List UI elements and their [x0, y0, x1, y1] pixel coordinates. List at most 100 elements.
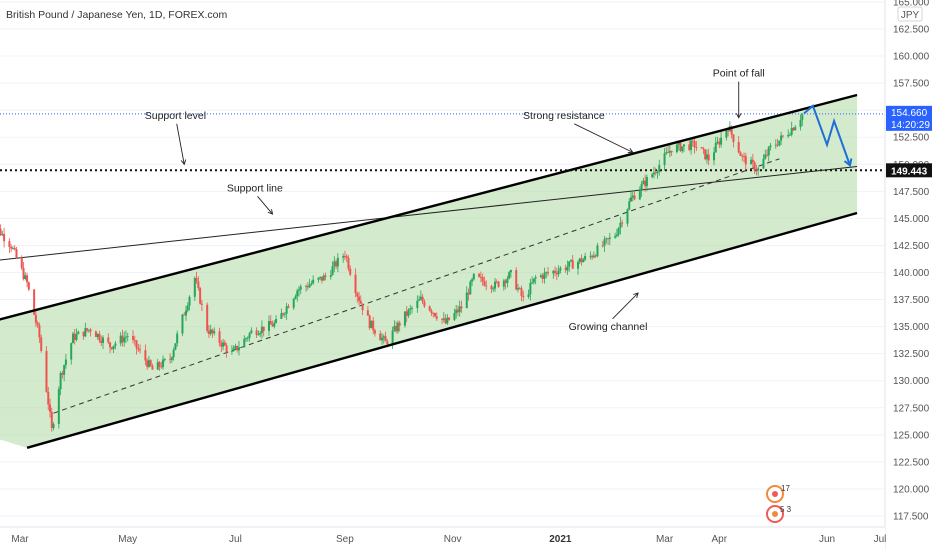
candle-body — [702, 148, 705, 150]
candle-body — [638, 190, 641, 200]
candle — [411, 306, 414, 314]
candle — [621, 219, 624, 228]
candle — [458, 300, 461, 317]
candle — [183, 312, 186, 316]
candle — [308, 278, 311, 289]
candle — [259, 330, 262, 338]
event-badges[interactable]: 17 5 3 — [766, 484, 792, 523]
candle — [531, 276, 534, 285]
countdown-text: 14:20:29 — [891, 120, 930, 131]
candle — [8, 238, 11, 254]
candle — [396, 320, 399, 334]
candle — [633, 191, 636, 201]
candle-body — [559, 267, 562, 271]
candle-body — [163, 359, 166, 360]
candle — [713, 147, 716, 166]
candle — [628, 197, 631, 211]
x-tick-label: Apr — [712, 534, 728, 545]
y-tick-label: 142.500 — [893, 241, 930, 252]
candle — [197, 276, 200, 291]
candle-body — [628, 201, 631, 210]
candle — [403, 311, 406, 328]
candle — [515, 267, 518, 291]
candle — [0, 224, 2, 237]
candle — [416, 295, 419, 313]
candle — [271, 320, 274, 327]
candle — [280, 308, 283, 320]
candle — [89, 327, 92, 337]
candle-body — [186, 305, 189, 311]
candle-body — [527, 294, 530, 297]
candle — [465, 286, 468, 309]
candle — [298, 286, 301, 297]
candle-body — [741, 155, 744, 157]
candle — [358, 291, 361, 305]
candle — [485, 280, 488, 291]
candle-body — [695, 147, 698, 149]
candle — [644, 174, 647, 192]
candle — [38, 322, 41, 343]
candle-body — [750, 159, 753, 165]
candle — [690, 138, 693, 155]
y-tick-label: 160.000 — [893, 52, 930, 63]
candle-body — [248, 333, 251, 338]
x-tick-label: Jun — [819, 534, 835, 545]
candle — [608, 232, 611, 246]
candle-body — [515, 270, 518, 290]
candle-body — [589, 255, 592, 257]
candle — [75, 328, 78, 342]
candle-body — [398, 322, 401, 326]
candle — [250, 327, 253, 334]
candle-body — [11, 247, 14, 249]
candle-body — [13, 247, 16, 250]
candle — [100, 335, 103, 346]
candle-body — [442, 318, 445, 320]
candle — [421, 293, 424, 305]
candle-body — [333, 261, 336, 267]
event-badge-count: 17 — [781, 484, 790, 493]
annotation-arrowhead — [267, 209, 274, 215]
candle — [109, 341, 112, 354]
candle — [24, 272, 27, 281]
annotation-arrowhead — [180, 159, 187, 166]
candle — [456, 305, 459, 316]
candle — [283, 312, 286, 318]
candle — [755, 164, 758, 176]
candle-body — [554, 270, 557, 273]
candle-body — [234, 345, 237, 349]
candle-body — [156, 362, 159, 370]
candle-body — [467, 292, 470, 295]
candle-body — [176, 333, 179, 344]
candle-body — [139, 349, 142, 351]
candle-body — [361, 303, 364, 311]
candle-body — [98, 333, 101, 341]
candle — [739, 151, 742, 156]
candle — [762, 154, 765, 170]
candle — [234, 343, 237, 350]
candle-body — [50, 411, 53, 429]
candle-body — [720, 137, 723, 145]
candle — [725, 130, 728, 141]
candle — [114, 340, 117, 350]
candle — [347, 255, 350, 272]
candle — [188, 295, 191, 311]
candle-body — [292, 298, 295, 308]
candle-body — [207, 330, 210, 334]
candle — [158, 360, 161, 371]
candle-body — [370, 320, 373, 329]
candle-body — [373, 330, 376, 334]
candle — [743, 152, 746, 163]
candle-body — [126, 336, 129, 337]
candle-body — [324, 275, 327, 277]
candle-body — [743, 156, 746, 157]
candle-body — [257, 334, 260, 336]
currency-label[interactable]: JPY — [897, 6, 923, 22]
candle — [379, 330, 382, 341]
candle-body — [497, 281, 500, 287]
candle — [262, 326, 265, 337]
current-price-tag: 154.660 14:20:29 — [886, 105, 932, 131]
candle-body — [282, 313, 285, 315]
candle — [522, 290, 525, 302]
annotation: Point of fall — [713, 68, 765, 119]
support-line — [0, 165, 858, 261]
